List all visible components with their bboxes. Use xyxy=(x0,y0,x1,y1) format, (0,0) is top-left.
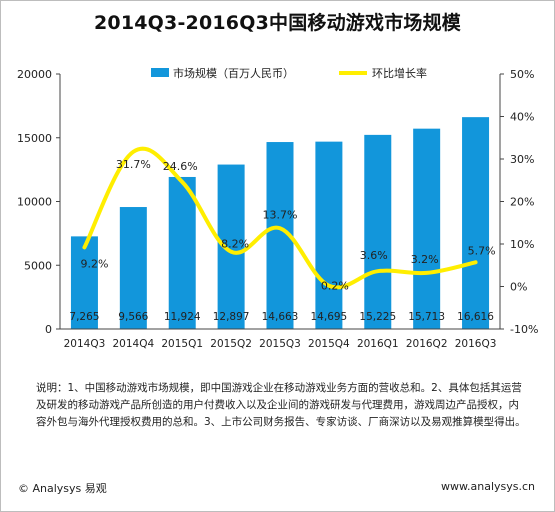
left-axis-tick-label: 20000 xyxy=(17,68,52,81)
bar-2015Q4 xyxy=(315,141,343,329)
growth-rate-label: 24.6% xyxy=(163,160,198,173)
right-axis: -10% 0% 10% 20% 30% 40% 50% xyxy=(499,68,538,336)
growth-rate-label: 3.2% xyxy=(411,253,439,266)
left-axis-tick-label: 15000 xyxy=(17,132,52,145)
bar-series: 7,265 9,566 11,924 12,897 14,663 14,695 15,225… xyxy=(69,117,494,330)
x-axis-tick-label: 2014Q3 xyxy=(64,338,106,350)
growth-rate-label: 13.7% xyxy=(263,208,298,221)
x-axis-tick-label: 2016Q1 xyxy=(357,338,399,350)
right-axis-tick-label: 30% xyxy=(510,153,534,166)
x-axis-tick-label: 2016Q3 xyxy=(455,338,497,350)
bar-value-label: 14,663 xyxy=(262,311,299,323)
bar-value-label: 9,566 xyxy=(118,311,148,323)
chart-title: 2014Q3-2016Q3中国移动游戏市场规模 xyxy=(94,12,461,34)
right-axis-tick-label: 0% xyxy=(510,281,527,294)
legend-bar-swatch xyxy=(151,68,169,77)
left-axis-tick-label: 5000 xyxy=(24,259,52,272)
left-axis: 0 5000 10000 15000 20000 xyxy=(17,68,61,336)
footer-brand: © Analysys 易观 xyxy=(18,482,107,495)
left-axis-tick-label: 10000 xyxy=(17,196,52,209)
bar-value-label: 7,265 xyxy=(69,311,99,323)
footer-url: www.analysys.cn xyxy=(441,480,535,493)
x-axis-tick-label: 2014Q4 xyxy=(112,338,154,350)
x-axis: 2014Q3 2014Q4 2015Q1 2015Q2 2015Q3 2015Q4 2016… xyxy=(60,328,500,350)
right-axis-tick-label: -10% xyxy=(510,323,538,336)
x-axis-tick-label: 2015Q3 xyxy=(259,338,301,350)
legend-line-label: 环比增长率 xyxy=(372,66,427,80)
x-axis-tick-label: 2015Q2 xyxy=(210,338,252,350)
right-axis-tick-label: 20% xyxy=(510,196,534,209)
right-axis-tick-label: 50% xyxy=(510,68,534,81)
bar-2014Q4 xyxy=(119,207,147,329)
growth-rate-label: 31.7% xyxy=(116,158,151,171)
x-axis-tick-label: 2015Q1 xyxy=(161,338,203,350)
bar-2014Q3 xyxy=(70,236,98,329)
bar-value-label: 16,616 xyxy=(457,311,494,323)
bar-2016Q1 xyxy=(364,134,392,329)
legend: 市场规模（百万人民币） 环比增长率 xyxy=(151,66,427,80)
chart-notes: 说明：1、中国移动游戏市场规模，即中国游戏企业在移动游戏业务方面的营收总和。2、… xyxy=(36,382,526,428)
growth-rate-label: 8.2% xyxy=(221,238,249,251)
legend-bar-label: 市场规模（百万人民币） xyxy=(173,66,294,80)
bar-value-label: 12,897 xyxy=(213,311,250,323)
growth-rate-line xyxy=(82,146,478,290)
line-series: 9.2% 31.7% 24.6% 8.2% 13.7% 0.2% 3.6% 3.2% 5.7% xyxy=(80,146,496,293)
bar-value-label: 15,225 xyxy=(359,311,396,323)
x-axis-tick-label: 2016Q2 xyxy=(406,338,448,350)
bar-value-label: 11,924 xyxy=(164,311,201,323)
growth-rate-label: 5.7% xyxy=(468,244,496,257)
bar-2016Q2 xyxy=(413,128,441,329)
right-axis-tick-label: 40% xyxy=(510,111,534,124)
growth-rate-label: 0.2% xyxy=(321,280,349,293)
bar-value-label: 15,713 xyxy=(408,311,445,323)
bar-2015Q1 xyxy=(168,176,196,329)
x-axis-tick-label: 2015Q4 xyxy=(308,338,350,350)
growth-rate-label: 9.2% xyxy=(80,257,108,270)
right-axis-tick-label: 10% xyxy=(510,238,534,251)
growth-rate-label: 3.6% xyxy=(360,249,388,262)
bar-2016Q3 xyxy=(462,117,490,330)
left-axis-tick-label: 0 xyxy=(45,323,52,336)
bar-value-label: 14,695 xyxy=(311,311,348,323)
